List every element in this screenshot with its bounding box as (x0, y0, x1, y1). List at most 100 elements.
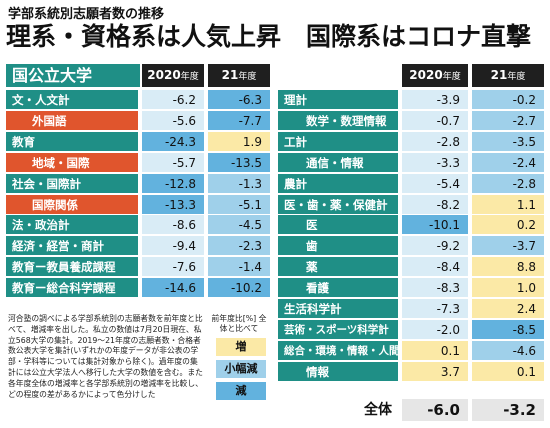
right-table-row: 生活科学計 -7.3 2.4 (0, 299, 550, 319)
right-value-2020: -8.4 (402, 257, 468, 277)
left-value-2020: -13.3 (142, 194, 204, 214)
left-table-row: 地域・国際 -5.7 -13.5 (0, 152, 550, 173)
right-table-row: 芸術・スポーツ科学計 -2.0 -8.5 (0, 319, 550, 340)
right-table-row: 医・歯・薬・保健計 -8.2 1.1 (0, 194, 550, 215)
right-table-row: 数学・数理情報 -0.7 -2.7 (0, 110, 550, 131)
subtitle: 学部系統別志願者数の推移 (8, 7, 165, 22)
right-table-row: 理計 -3.9 -0.2 (0, 90, 550, 110)
right-row-label: 看護 (278, 278, 398, 298)
right-value-2021: -8.5 (472, 319, 544, 339)
left-table-row: 文・人文計 -6.2 -6.3 (0, 90, 550, 110)
right-value-2021: -3.7 (472, 236, 544, 256)
right-table-row: 工計 -2.8 -3.5 (0, 131, 550, 152)
right-value-2020: -3.3 (402, 152, 468, 172)
left-value-2020: -24.3 (142, 131, 204, 151)
legend-item-2: 減 (216, 382, 266, 400)
left-value-2020: -6.2 (142, 90, 204, 109)
left-row-label: 文・人文計 (6, 90, 138, 109)
left-table-row: 教育ー教員養成課程 -7.6 -1.4 (0, 257, 550, 277)
left-value-2021: -5.1 (208, 194, 270, 214)
right-row-label: 総合・環境・情報・人間計 (278, 340, 410, 360)
year-header-2020-left-suffix: 年度 (180, 72, 199, 82)
right-value-2020: -0.7 (402, 110, 468, 130)
right-value-2021: 0.2 (472, 215, 544, 235)
right-table-row: 薬 -8.4 8.8 (0, 257, 550, 277)
right-table-row: 通信・情報 -3.3 -2.4 (0, 152, 550, 173)
grand-total-2020: -6.0 (402, 399, 468, 421)
left-value-2020: -12.8 (142, 173, 204, 193)
right-row-label: 情報 (278, 361, 398, 381)
year-header-2021-left-suffix: 年度 (238, 72, 257, 82)
left-table-row: 社会・国際計 -12.8 -1.3 (0, 173, 550, 194)
left-row-label: 外国語 (6, 110, 138, 130)
right-value-2020: -8.3 (402, 278, 468, 298)
right-row-label: 通信・情報 (278, 152, 398, 172)
left-row-label: 教育 (6, 131, 138, 151)
right-value-2021: -4.6 (472, 340, 544, 360)
legend-item-0: 増 (216, 338, 266, 356)
left-row-label: 経済・経営・商計 (6, 236, 138, 256)
year-header-2020-right-suffix: 年度 (442, 72, 461, 82)
left-value-2021: -1.4 (208, 257, 270, 277)
left-row-label: 国際関係 (6, 194, 138, 214)
panel-label: 国公立大学 (6, 64, 140, 87)
left-value-2021: 1.9 (208, 131, 270, 151)
right-row-label: 理計 (278, 90, 398, 109)
grand-total-2021: -3.2 (472, 399, 544, 421)
right-table-row: 情報 3.7 0.1 (0, 361, 550, 382)
year-header-2021-right-suffix: 年度 (507, 72, 526, 82)
left-value-2020: -5.6 (142, 110, 204, 130)
right-value-2021: -2.4 (472, 152, 544, 172)
left-table-row: 教育 -24.3 1.9 (0, 131, 550, 152)
grand-total-row: 全体 -6.0 -3.2 (278, 399, 544, 421)
left-value-2020: -8.6 (142, 215, 204, 235)
left-row-label: 社会・国際計 (6, 173, 138, 193)
left-table-row: 法・政治計 -8.6 -4.5 (0, 215, 550, 235)
right-row-label: 歯 (278, 236, 398, 256)
right-row-label: 芸術・スポーツ科学計 (278, 319, 398, 339)
right-value-2020: -2.8 (402, 131, 468, 151)
left-value-2020: -7.6 (142, 257, 204, 277)
right-row-label: 医 (278, 215, 398, 235)
right-value-2020: -3.9 (402, 90, 468, 109)
left-value-2020: -5.7 (142, 152, 204, 172)
legend-item-1: 小幅減 (216, 360, 266, 378)
left-value-2020: -14.6 (142, 278, 204, 298)
right-value-2020: -8.2 (402, 194, 468, 214)
left-value-2021: -2.3 (208, 236, 270, 256)
year-header-2021-right: 21年度 (472, 64, 544, 87)
right-value-2020: -5.4 (402, 173, 468, 193)
year-header-2020-right: 2020年度 (402, 64, 468, 87)
left-value-2021: -13.5 (208, 152, 270, 172)
grand-total-spacer (278, 399, 398, 421)
left-value-2021: -7.7 (208, 110, 270, 130)
left-value-2020: -9.4 (142, 236, 204, 256)
right-value-2020: -9.2 (402, 236, 468, 256)
right-value-2020: -7.3 (402, 299, 468, 318)
footnote: 河合塾の調べによる学部系統別の志願者数を前年度と比べて、増減率を出した。私立の数… (8, 314, 203, 399)
left-table-row: 国際関係 -13.3 -5.1 (0, 194, 550, 215)
grand-total-label: 全体 (364, 402, 392, 418)
left-row-label: 地域・国際 (6, 152, 138, 172)
right-value-2021: -2.8 (472, 173, 544, 193)
year-header-2020-left: 2020年度 (142, 64, 204, 87)
right-table-row: 歯 -9.2 -3.7 (0, 236, 550, 256)
right-row-label: 薬 (278, 257, 398, 277)
right-row-label: 医・歯・薬・保健計 (278, 194, 398, 214)
left-value-2021: -1.3 (208, 173, 270, 193)
left-value-2021: -4.5 (208, 215, 270, 235)
right-value-2020: -10.1 (402, 215, 468, 235)
left-value-2021: -6.3 (208, 90, 270, 109)
right-value-2021: -3.5 (472, 131, 544, 151)
right-value-2021: 1.1 (472, 194, 544, 214)
year-header-2020-left-year: 2020 (147, 68, 181, 82)
right-value-2021: -0.2 (472, 90, 544, 109)
left-row-label: 教育ー教員養成課程 (6, 257, 138, 277)
left-row-label: 法・政治計 (6, 215, 138, 235)
right-table-row: 農計 -5.4 -2.8 (0, 173, 550, 194)
right-table-row: 医 -10.1 0.2 (0, 215, 550, 235)
right-value-2020: 3.7 (402, 361, 468, 381)
year-header-2021-left-year: 21 (221, 68, 239, 82)
legend-title: 前年度比[%] 全体と比べて (211, 314, 267, 333)
right-row-label: 工計 (278, 131, 398, 151)
